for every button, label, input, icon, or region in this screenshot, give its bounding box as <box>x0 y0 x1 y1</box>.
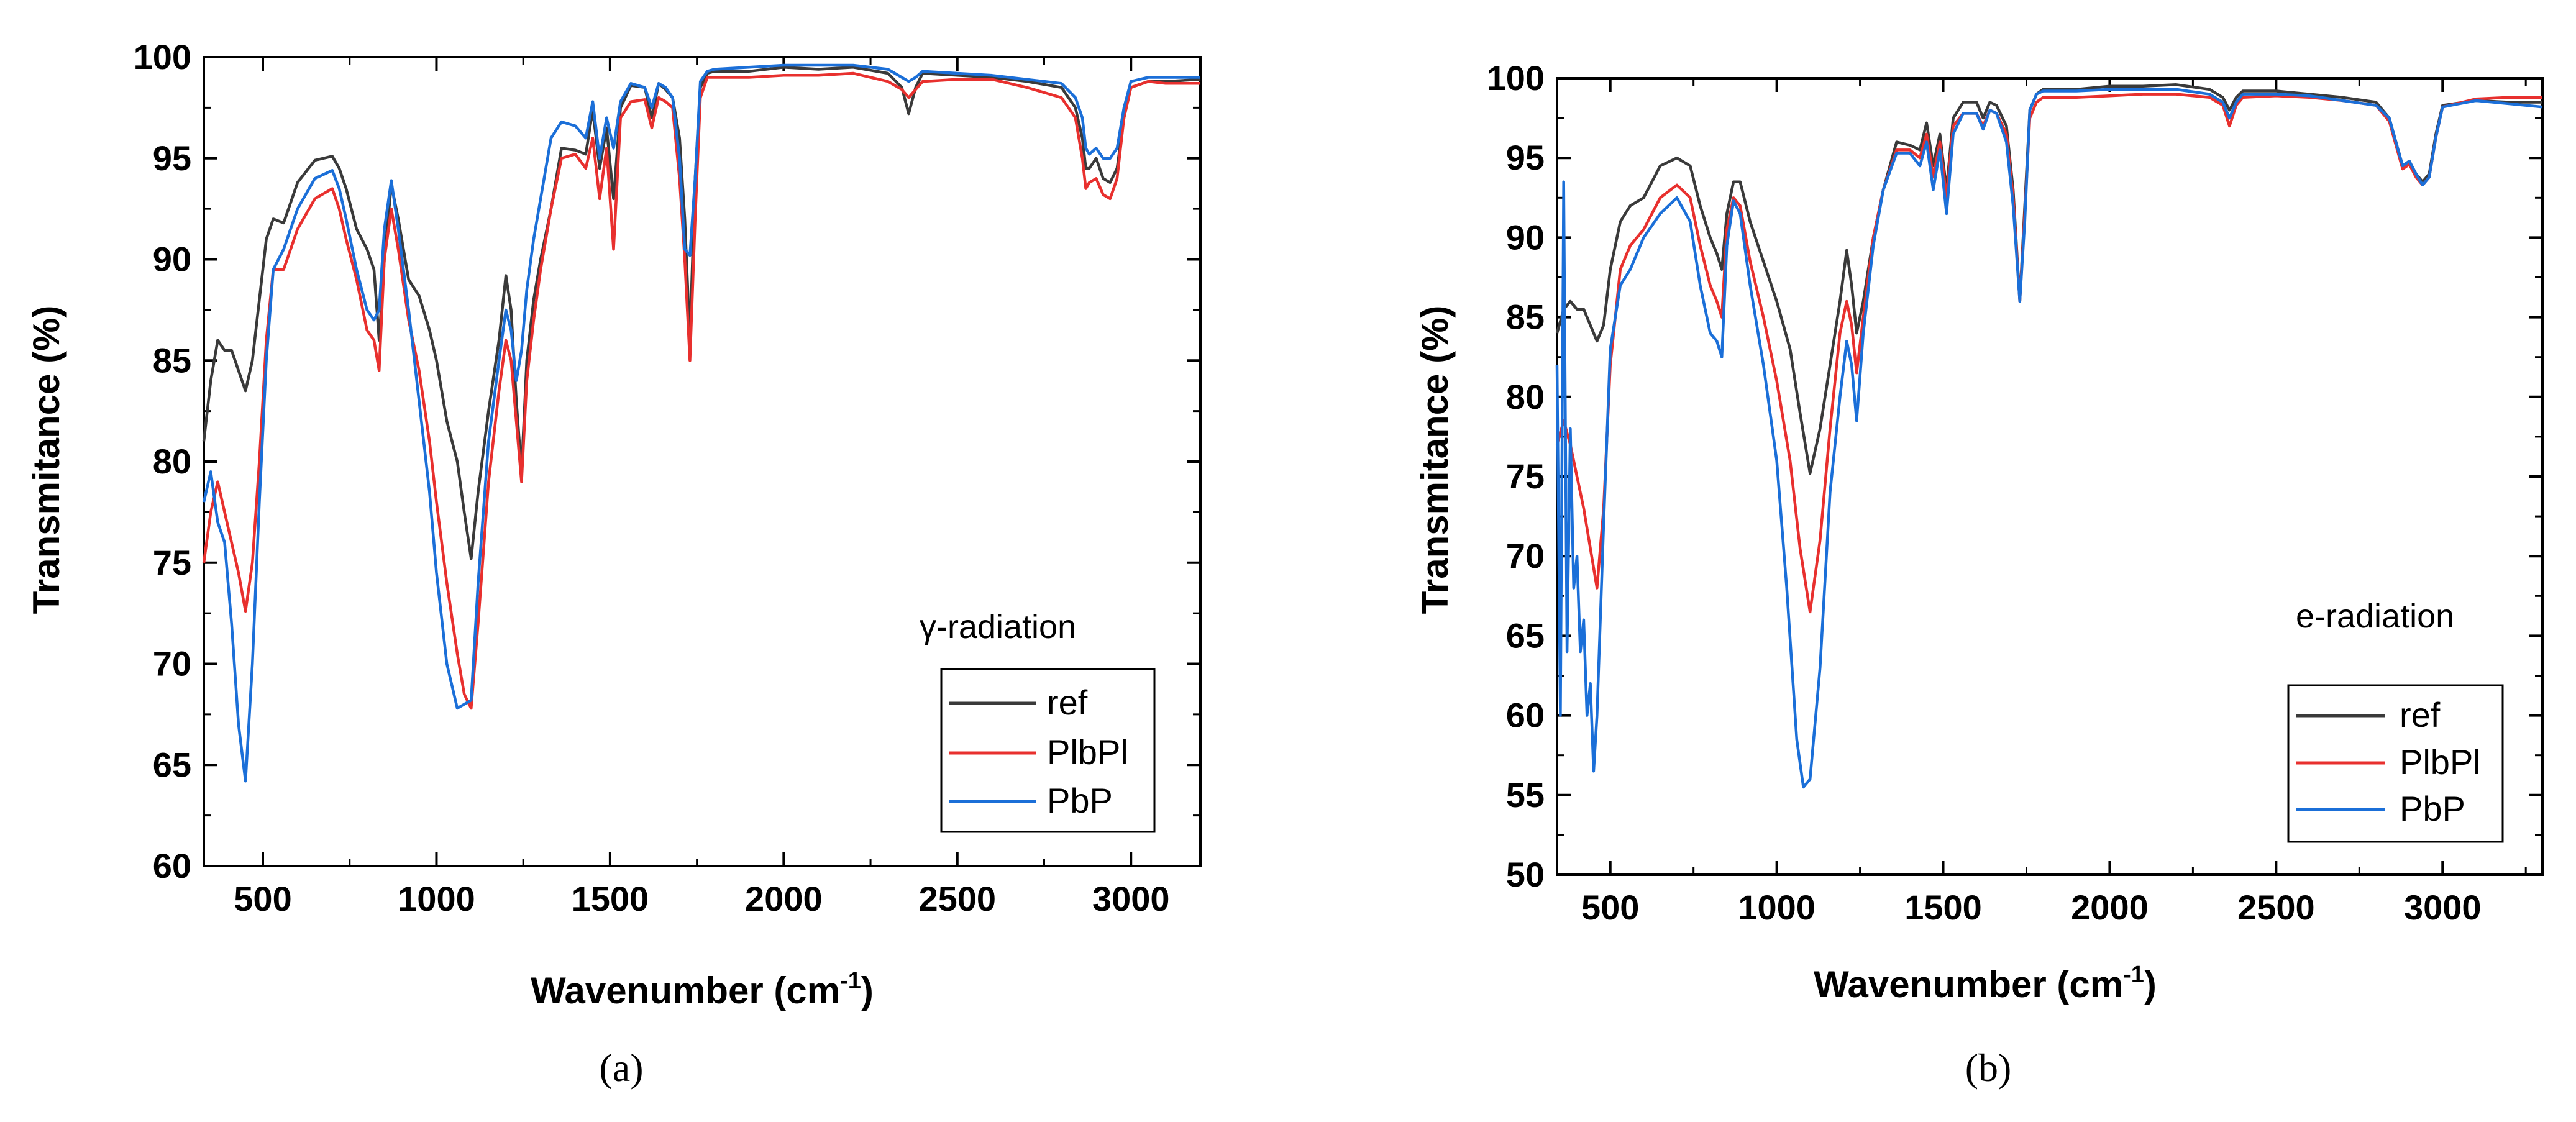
panel-b-y-axis-title: Transmitance (%) <box>1414 306 1456 614</box>
panel-a-series-pbp <box>202 63 1200 783</box>
panel-a-y-tick-labels: 60 65 70 75 80 85 90 95 100 <box>134 37 191 885</box>
panel-b-x-tick-label-2500: 2500 <box>2237 888 2315 927</box>
panel-a-x-tick-labels: 500 1000 1500 2000 2500 3000 <box>234 879 1169 918</box>
panel-a-x-tick-label-2500: 2500 <box>918 879 996 918</box>
panel-a-x-tick-label-2000: 2000 <box>745 879 823 918</box>
panel-a-legend: ref PlbPl PbP <box>940 668 1156 833</box>
panel-a-gamma-radiation: 60 65 70 75 80 85 90 95 100 500 1000 1500 2000 2500 3… <box>25 37 1202 1090</box>
panel-b-series-ref <box>1555 83 2542 475</box>
panel-b-legend-label-plbpl: PlbPl <box>2400 742 2481 782</box>
panel-a-legend-box <box>940 668 1156 833</box>
panel-b-x-tick-label-2000: 2000 <box>2071 888 2149 927</box>
panel-b-caption: (b) <box>1965 1046 2012 1090</box>
panel-a-y-tick-label-95: 95 <box>153 139 191 178</box>
panel-a-legend-label-ref: ref <box>1047 683 1088 722</box>
panel-a-y-tick-label-85: 85 <box>153 340 191 380</box>
panel-b-y-tick-label-50: 50 <box>1506 855 1545 894</box>
panel-a-y-tick-label-90: 90 <box>153 240 191 279</box>
panel-b-legend-label-ref: ref <box>2400 695 2441 734</box>
panel-b-y-tick-label-55: 55 <box>1506 775 1545 814</box>
panel-a-y-tick-label-75: 75 <box>153 543 191 582</box>
panel-a-x-tick-label-1500: 1500 <box>572 879 649 918</box>
panel-b-e-radiation: 50 55 60 65 70 75 80 85 90 95 100 500 1000 1500 2000 2… <box>1414 58 2544 1090</box>
panel-a-x-axis-title: Wavenumber (cm-1) <box>531 968 874 1011</box>
panel-a-legend-label-pbp: PbP <box>1047 781 1113 820</box>
panel-b-legend: ref PlbPl PbP <box>2287 684 2504 843</box>
panel-b-y-tick-label-100: 100 <box>1487 58 1545 98</box>
panel-a-y-tick-label-60: 60 <box>153 846 191 885</box>
panel-b-y-tick-label-90: 90 <box>1506 217 1545 257</box>
panel-a-y-tick-label-65: 65 <box>153 745 191 784</box>
panel-b-y-tick-label-85: 85 <box>1506 298 1545 337</box>
panel-a-series-lines <box>202 63 1201 783</box>
panel-b-x-tick-labels: 500 1000 1500 2000 2500 3000 <box>1581 888 2482 927</box>
panel-b-y-tick-label-95: 95 <box>1506 138 1545 177</box>
panel-a-x-tick-label-500: 500 <box>234 879 291 918</box>
panel-b-radiation-annotation: e-radiation <box>2296 598 2454 635</box>
panel-a-y-tick-label-70: 70 <box>153 644 191 683</box>
panel-a-x-tick-label-1000: 1000 <box>398 879 475 918</box>
panel-a-caption: (a) <box>599 1046 643 1090</box>
panel-a-series-ref <box>202 66 1201 560</box>
panel-b-legend-label-pbp: PbP <box>2400 789 2465 828</box>
panel-b-series-pbp <box>1555 88 2543 789</box>
panel-b-y-tick-labels: 50 55 60 65 70 75 80 85 90 95 100 <box>1487 58 1545 894</box>
panel-a-legend-label-plbpl: PlbPl <box>1047 732 1128 772</box>
panel-a-x-tick-label-3000: 3000 <box>1092 879 1170 918</box>
panel-a-series-plbpl <box>202 71 1200 710</box>
panel-b-x-tick-label-1500: 1500 <box>1904 888 1982 927</box>
panel-b-y-tick-label-60: 60 <box>1506 696 1545 735</box>
panel-b-x-axis-title: Wavenumber (cm-1) <box>1814 962 2157 1005</box>
panel-b-x-tick-label-1000: 1000 <box>1738 888 1816 927</box>
panel-b-series-lines <box>1555 83 2543 789</box>
panel-a-y-tick-label-80: 80 <box>153 442 191 481</box>
panel-a-y-axis-title: Transmitance (%) <box>25 306 67 614</box>
panel-a-y-tick-label-100: 100 <box>134 37 191 76</box>
panel-a-radiation-annotation: γ-radiation <box>920 608 1076 645</box>
panel-b-series-plbpl <box>1555 93 2542 614</box>
panel-b-x-tick-label-500: 500 <box>1581 888 1639 927</box>
panel-b-y-tick-label-70: 70 <box>1506 536 1545 575</box>
panel-b-x-tick-label-3000: 3000 <box>2404 888 2482 927</box>
panel-b-y-tick-label-80: 80 <box>1506 377 1545 416</box>
panel-b-y-tick-label-75: 75 <box>1506 457 1545 496</box>
panel-a-frame <box>203 56 1202 867</box>
panel-b-y-tick-label-65: 65 <box>1506 616 1545 655</box>
